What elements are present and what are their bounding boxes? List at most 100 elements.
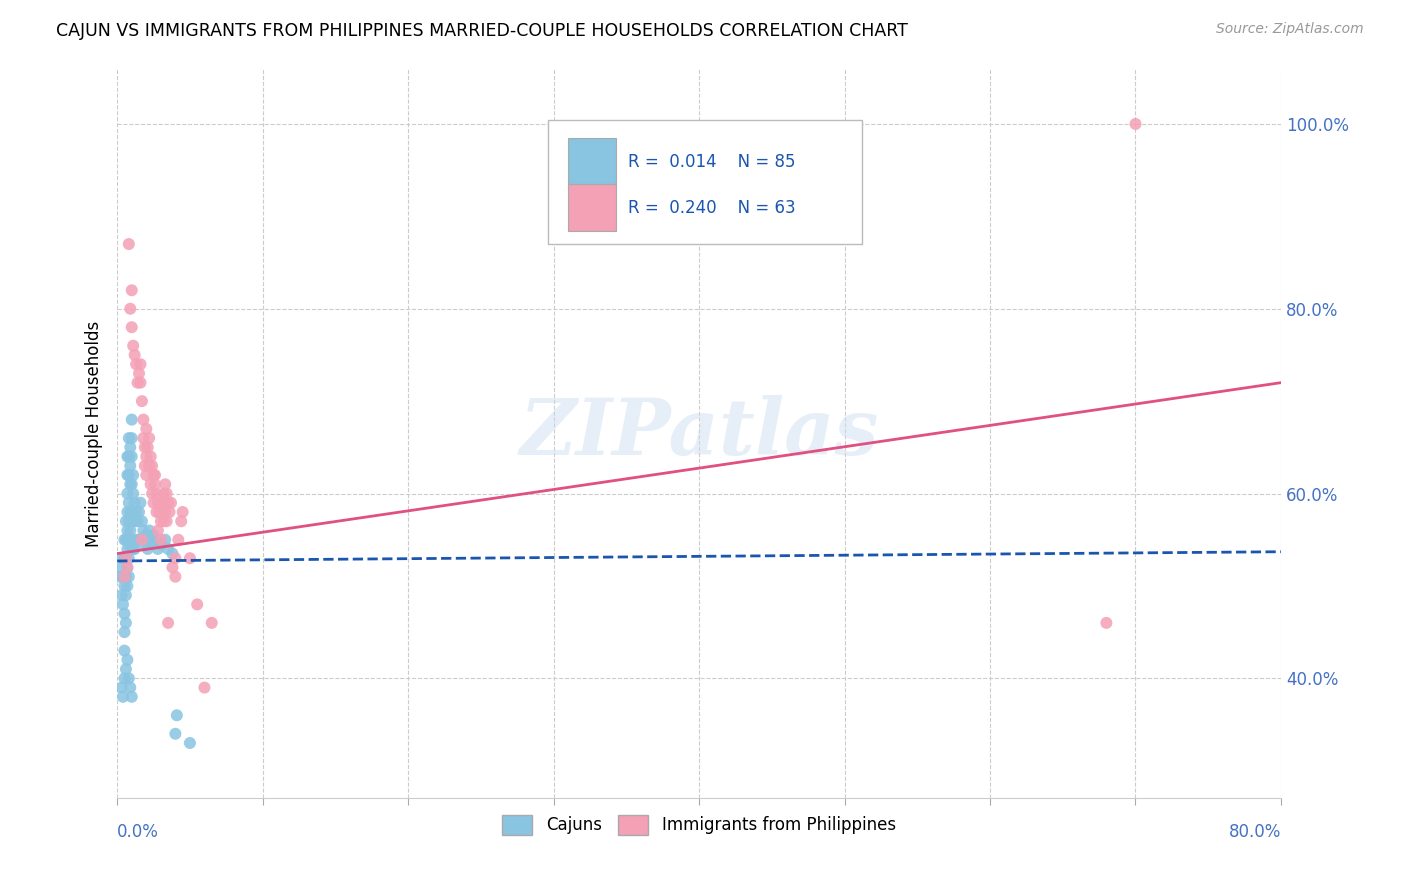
FancyBboxPatch shape: [568, 138, 616, 186]
Point: [149, 537, 172, 551]
Text: 80.0%: 80.0%: [1229, 823, 1281, 841]
Point: [131, 514, 153, 528]
Y-axis label: Married-couple Households: Married-couple Households: [86, 320, 103, 547]
Point: [132, 524, 155, 538]
Point: [122, 486, 145, 500]
FancyBboxPatch shape: [568, 184, 616, 231]
Point: [159, 505, 181, 519]
Point: [121, 505, 143, 519]
Point: [114, 671, 136, 685]
Point: [121, 533, 143, 547]
Legend: Cajuns, Immigrants from Philippines: Cajuns, Immigrants from Philippines: [496, 809, 903, 841]
Point: [110, 588, 132, 602]
Point: [122, 541, 145, 556]
Point: [122, 468, 145, 483]
Point: [115, 588, 138, 602]
Point: [157, 615, 180, 630]
Point: [131, 533, 153, 547]
Point: [179, 551, 201, 566]
Point: [117, 560, 139, 574]
Point: [135, 450, 157, 464]
Point: [170, 514, 193, 528]
Point: [134, 537, 156, 551]
Point: [141, 458, 163, 473]
Point: [111, 690, 134, 704]
Point: [121, 690, 143, 704]
Point: [129, 496, 152, 510]
Point: [115, 514, 138, 528]
Text: CAJUN VS IMMIGRANTS FROM PHILIPPINES MARRIED-COUPLE HOUSEHOLDS CORRELATION CHART: CAJUN VS IMMIGRANTS FROM PHILIPPINES MAR…: [56, 22, 908, 40]
Point: [127, 514, 149, 528]
Point: [160, 496, 183, 510]
Point: [167, 533, 190, 547]
Point: [120, 458, 142, 473]
Point: [110, 560, 132, 574]
Point: [162, 560, 184, 574]
Point: [118, 570, 141, 584]
Point: [165, 570, 187, 584]
Point: [162, 547, 184, 561]
Point: [132, 412, 155, 426]
Point: [148, 505, 170, 519]
Point: [128, 533, 150, 547]
Point: [156, 486, 179, 500]
Point: [121, 283, 143, 297]
Point: [118, 671, 141, 685]
Point: [153, 533, 176, 547]
Point: [157, 541, 180, 556]
Point: [114, 533, 136, 547]
Point: [120, 541, 142, 556]
Point: [117, 541, 139, 556]
Point: [149, 533, 172, 547]
Point: [111, 551, 134, 566]
Text: ZIPatlas: ZIPatlas: [519, 395, 879, 472]
Point: [139, 477, 162, 491]
Point: [146, 496, 169, 510]
Point: [118, 450, 141, 464]
Point: [115, 615, 138, 630]
Point: [131, 394, 153, 409]
Point: [153, 505, 176, 519]
Point: [124, 514, 146, 528]
Point: [141, 486, 163, 500]
Point: [110, 681, 132, 695]
Point: [114, 607, 136, 621]
Point: [136, 541, 159, 556]
Point: [121, 477, 143, 491]
Point: [117, 579, 139, 593]
Point: [118, 514, 141, 528]
Point: [156, 514, 179, 528]
Point: [117, 560, 139, 574]
Point: [157, 496, 180, 510]
Point: [139, 450, 162, 464]
Point: [139, 533, 162, 547]
Point: [149, 514, 172, 528]
Point: [125, 357, 148, 371]
Point: [114, 625, 136, 640]
Point: [117, 450, 139, 464]
Point: [132, 431, 155, 445]
Point: [135, 528, 157, 542]
Text: R =  0.240    N = 63: R = 0.240 N = 63: [628, 199, 796, 217]
Point: [115, 551, 138, 566]
Point: [146, 541, 169, 556]
Point: [118, 431, 141, 445]
Point: [118, 468, 141, 483]
Point: [124, 348, 146, 362]
Point: [108, 570, 131, 584]
Point: [118, 237, 141, 252]
Point: [122, 339, 145, 353]
Point: [124, 496, 146, 510]
Text: Source: ZipAtlas.com: Source: ZipAtlas.com: [1216, 22, 1364, 37]
Point: [129, 376, 152, 390]
Point: [114, 643, 136, 657]
Point: [142, 468, 165, 483]
Point: [114, 579, 136, 593]
Point: [121, 450, 143, 464]
Point: [117, 468, 139, 483]
Point: [120, 440, 142, 454]
Point: [115, 533, 138, 547]
Point: [145, 505, 167, 519]
Point: [141, 537, 163, 551]
Point: [122, 514, 145, 528]
